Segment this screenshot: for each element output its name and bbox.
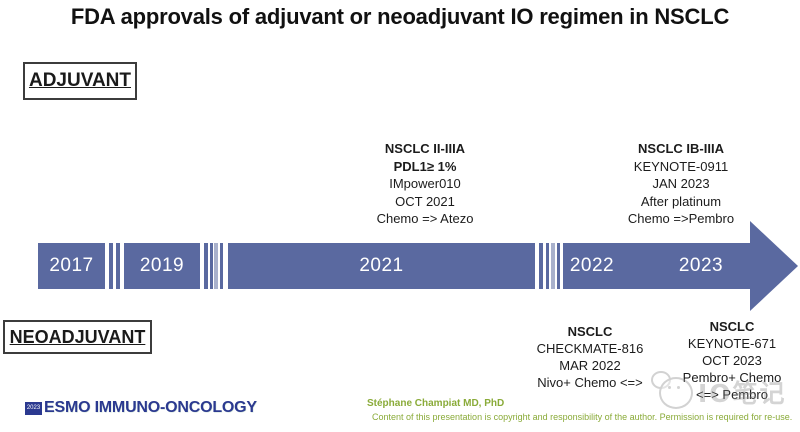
annotation-line: CHECKMATE-816 xyxy=(536,341,644,356)
timeline-segment-2019 xyxy=(124,243,200,289)
timeline-stripe xyxy=(109,243,113,289)
annotation-line: After platinum xyxy=(640,193,722,209)
timeline-stripe xyxy=(204,243,208,289)
timeline-stripe xyxy=(557,243,560,289)
timeline-stripe xyxy=(210,243,213,289)
annotation-line: KEYNOTE-0911 xyxy=(633,158,729,174)
annotation-line: JAN 2023 xyxy=(652,176,710,191)
timeline-arrowhead-icon xyxy=(750,221,798,311)
timeline-segment-2017 xyxy=(38,243,105,289)
timeline-stripe xyxy=(220,243,223,289)
annotation-line: Chemo => Atezo xyxy=(376,211,474,226)
year-label-2021: 2021 xyxy=(359,255,404,276)
timeline-stripe xyxy=(539,243,543,289)
annotation-line: Nivo+ Chemo <=> xyxy=(537,375,643,390)
annotation-checkmate816: NSCLC CHECKMATE-816 MAR 2022 Nivo+ Chemo… xyxy=(500,323,680,391)
annotation-line: MAR 2022 xyxy=(559,358,621,373)
annotation-line: PDL1≥ 1% xyxy=(393,158,457,174)
annotation-line: NSCLC xyxy=(709,319,755,334)
esmo-logo-year-badge: 2023 xyxy=(25,401,42,415)
author-credit: Stéphane Champiat MD, PhD xyxy=(367,398,505,409)
annotation-line: Pembro+ Chemo xyxy=(682,370,782,385)
annotation-line: <=> Pembro xyxy=(696,387,768,402)
annotation-line: KEYNOTE-671 xyxy=(687,336,777,351)
year-label-2019: 2019 xyxy=(139,255,185,276)
annotation-keynote0911: NSCLC IB-IIIA KEYNOTE-0911 JAN 2023 Afte… xyxy=(581,140,781,228)
annotation-keynote671: NSCLC KEYNOTE-671 OCT 2023 Pembro+ Chemo… xyxy=(657,318,800,403)
annotation-line: IMpower010 xyxy=(389,176,461,191)
annotation-line: Chemo =>Pembro xyxy=(627,211,735,226)
timeline-stripe xyxy=(116,243,120,289)
neoadjuvant-label: NEOADJUVANT xyxy=(9,326,146,347)
esmo-logo-text: ESMO IMMUNO-ONCOLOGY xyxy=(44,399,257,416)
annotation-line: NSCLC IB-IIIA xyxy=(638,141,724,156)
year-label-2017: 2017 xyxy=(49,255,94,276)
timeline-stripe xyxy=(214,243,218,289)
annotation-line: OCT 2023 xyxy=(702,353,762,368)
annotation-line: OCT 2021 xyxy=(395,193,455,209)
adjuvant-label-box: ADJUVANT xyxy=(23,62,137,100)
neoadjuvant-label-box: NEOADJUVANT xyxy=(3,320,152,354)
copyright-disclaimer: Content of this presentation is copyrigh… xyxy=(372,412,793,422)
esmo-logo: 2023 ESMO IMMUNO-ONCOLOGY xyxy=(25,399,257,417)
year-label-2023: 2023 xyxy=(678,255,724,276)
year-label-2022: 2022 xyxy=(569,255,615,276)
annotation-line: NSCLC xyxy=(567,324,613,339)
timeline-stripe xyxy=(546,243,549,289)
page-title: FDA approvals of adjuvant or neoadjuvant… xyxy=(70,4,730,29)
timeline-stripe xyxy=(551,243,555,289)
timeline-segment-2021 xyxy=(228,243,535,289)
adjuvant-label: ADJUVANT xyxy=(28,70,132,91)
timeline-segment-2022-2023 xyxy=(563,243,750,289)
annotation-impower010: NSCLC II-IIIA PDL1≥ 1% IMpower010 OCT 20… xyxy=(325,140,525,228)
annotation-line: NSCLC II-IIIA xyxy=(384,141,466,156)
